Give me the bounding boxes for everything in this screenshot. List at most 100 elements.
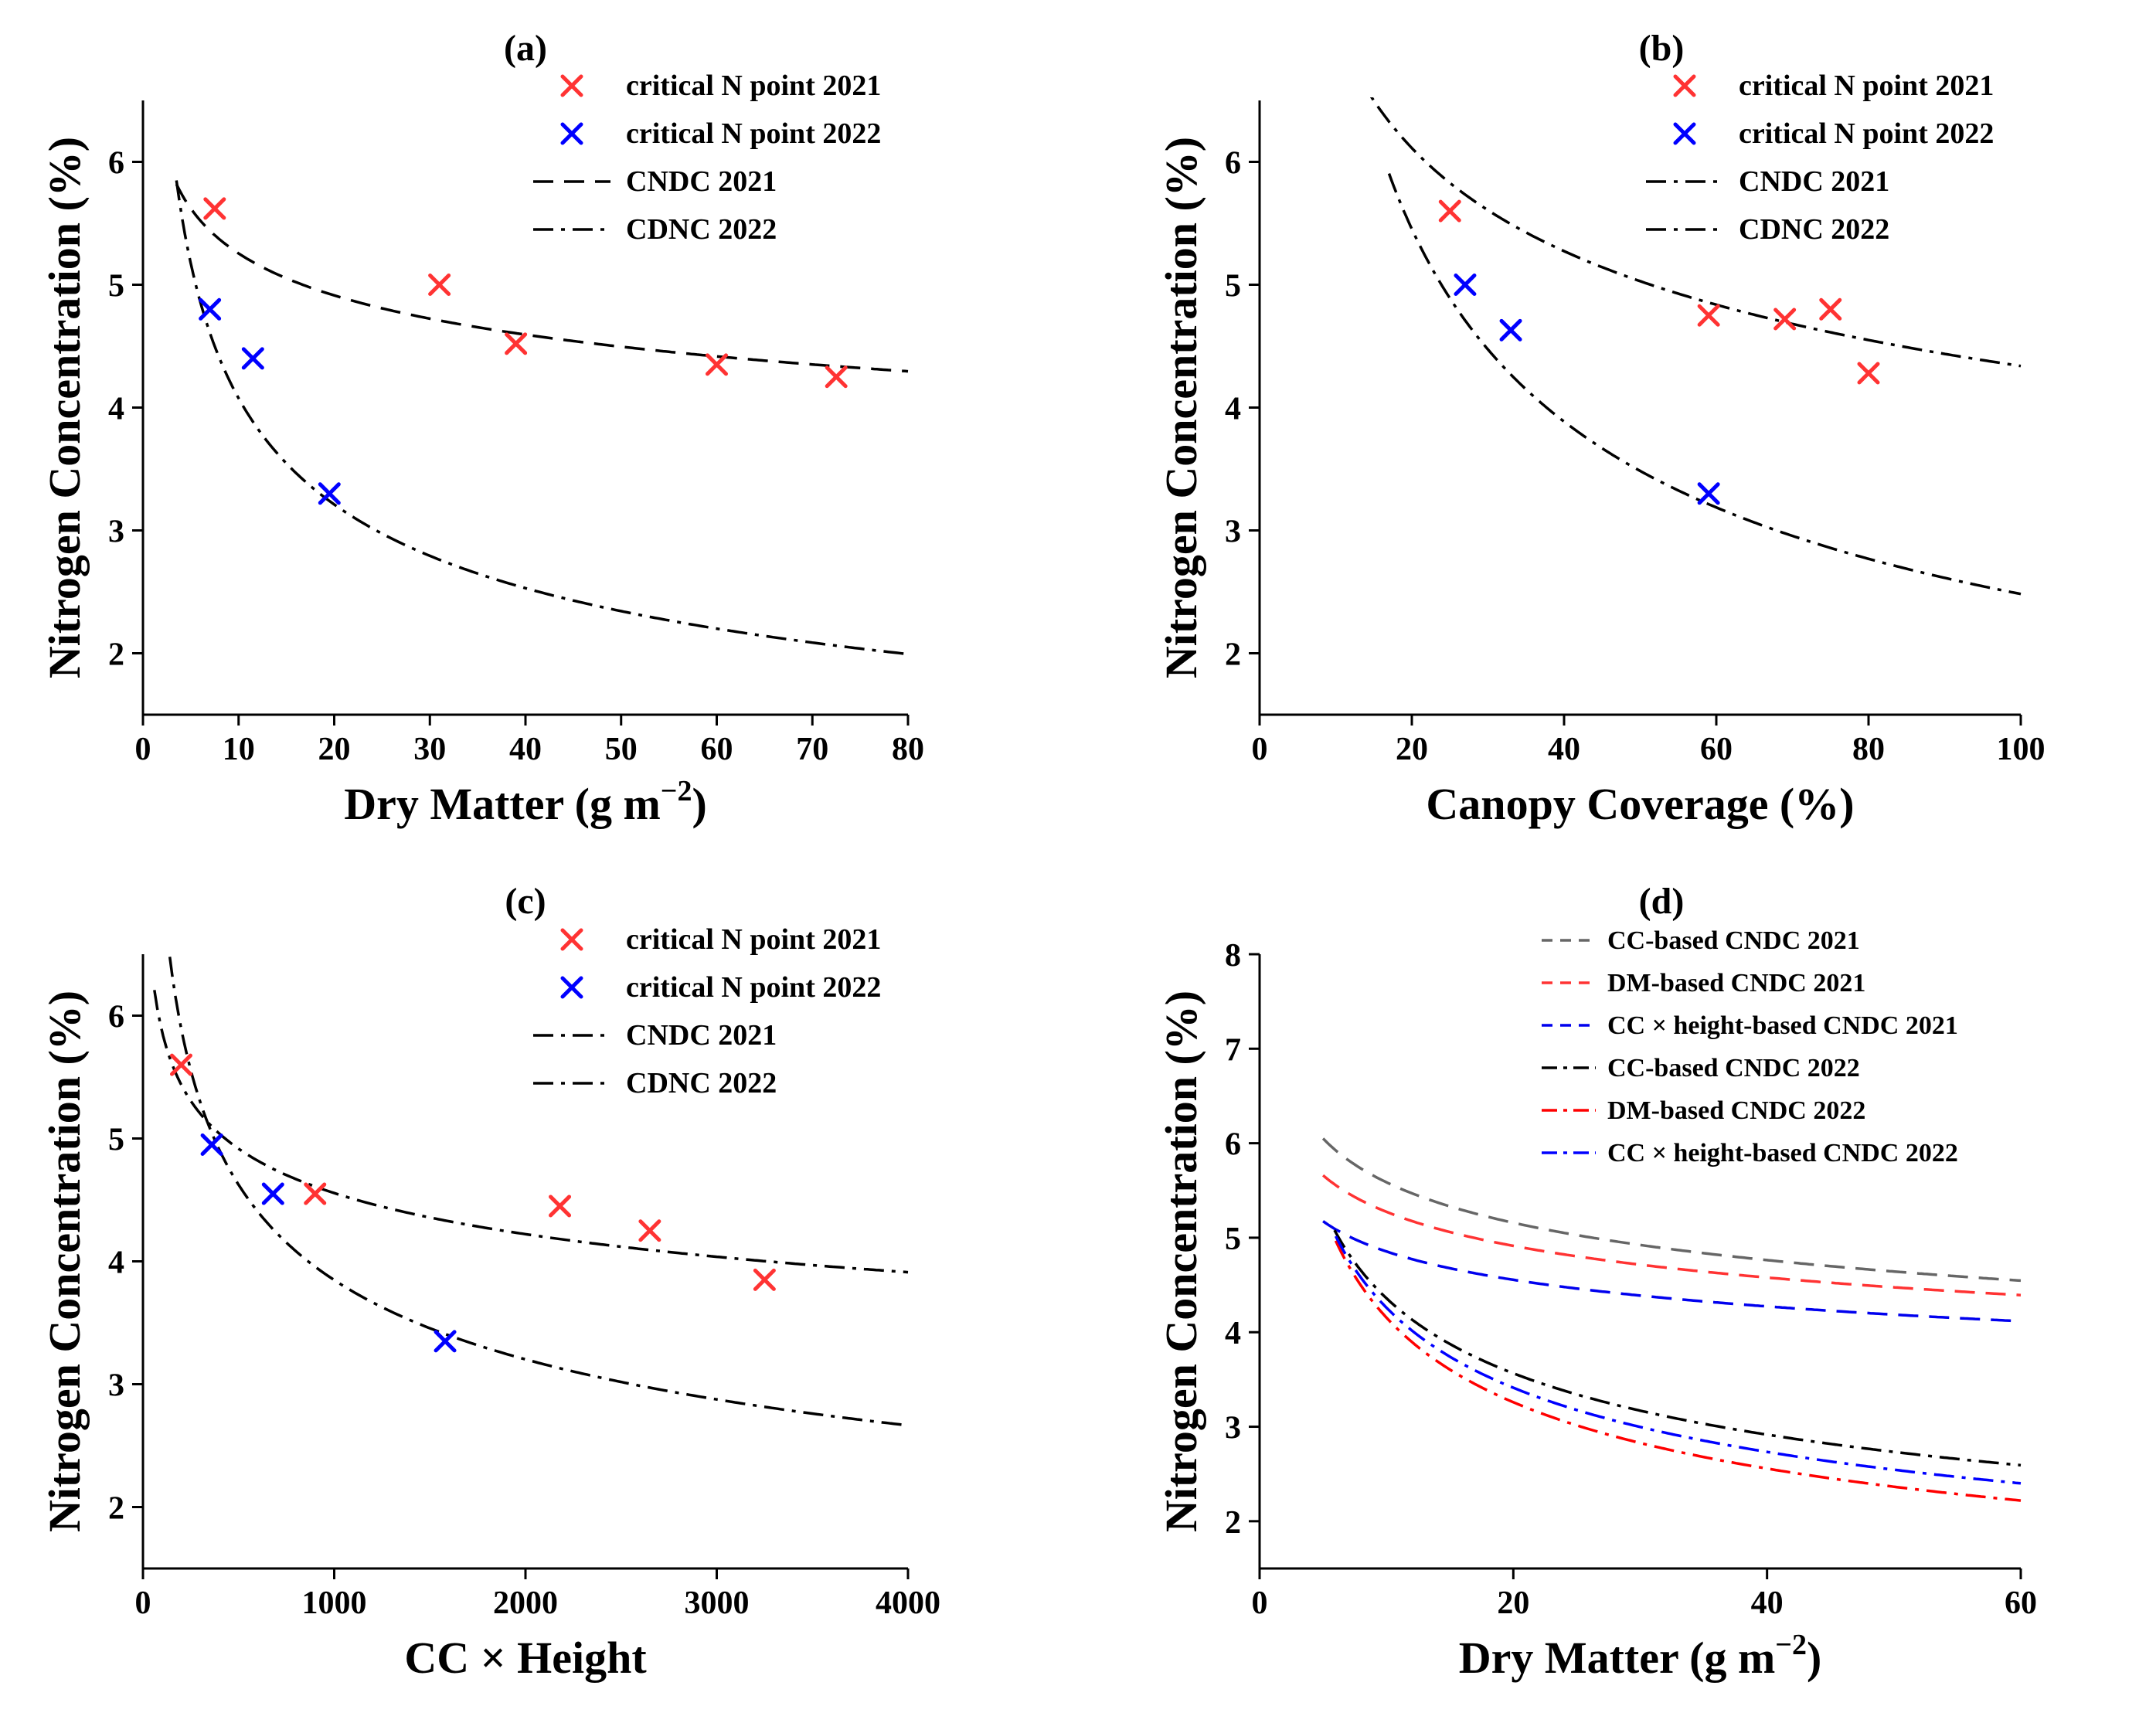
critical-n-point-2022 xyxy=(200,1133,223,1156)
x-axis-label: Dry Matter (g m−2) xyxy=(1459,1629,1822,1683)
y-tick-label: 6 xyxy=(1225,146,1241,182)
x-axis-label: Dry Matter (g m−2) xyxy=(344,775,707,829)
cndc-2021-curve xyxy=(175,183,909,373)
y-tick-label: 2 xyxy=(1225,637,1241,673)
y-axis-label: Nitrogen Concentration (%) xyxy=(1156,137,1206,678)
x-tick-label: 4000 xyxy=(876,1585,940,1621)
y-axis-label: Nitrogen Concentration (%) xyxy=(39,137,90,678)
y-tick-label: 4 xyxy=(108,1246,124,1281)
legend-marker xyxy=(560,122,583,145)
y-tick-label: 4 xyxy=(1225,392,1241,427)
plot-area xyxy=(175,180,909,656)
x-tick-label: 60 xyxy=(1700,732,1733,767)
critical-n-point-2022 xyxy=(1697,482,1720,505)
x-tick-label: 3000 xyxy=(685,1585,750,1621)
panel-c: (c) 0 1000 2000 3000 4000 2 3 4 5 6 Nitrogen Concen… xyxy=(39,881,940,1683)
critical-n-point-2022 xyxy=(199,297,222,321)
legend: critical N point 2021 critical N point 20… xyxy=(1646,70,1994,246)
critical-n-point-2021 xyxy=(825,365,848,389)
y-tick-label: 3 xyxy=(108,515,124,550)
y-tick-label: 5 xyxy=(1225,1222,1241,1257)
x-tick-label: 40 xyxy=(509,732,542,767)
x-tick-label: 70 xyxy=(796,732,828,767)
panel-title: (d) xyxy=(1639,881,1685,922)
legend-label: critical N point 2022 xyxy=(626,971,881,1004)
plot-area xyxy=(1321,1137,2022,1502)
x-tick-label: 20 xyxy=(318,732,351,767)
legend-marker xyxy=(1673,122,1696,145)
series-line xyxy=(1333,1229,2022,1467)
cndc-2021-curve xyxy=(1369,97,2022,368)
panel-title: (b) xyxy=(1639,28,1685,69)
cndc-2021-curve xyxy=(153,990,909,1274)
legend-label: CNDC 2021 xyxy=(626,1019,777,1052)
critical-n-point-2022 xyxy=(1499,318,1522,342)
x-tick-label: 100 xyxy=(1997,732,2045,767)
legend-label: CDNC 2022 xyxy=(626,213,777,246)
x-tick-label: 0 xyxy=(135,1585,151,1621)
x-tick-label: 10 xyxy=(223,732,255,767)
x-tick-label: 0 xyxy=(1252,1585,1268,1621)
legend-marker xyxy=(560,976,583,999)
legend: critical N point 2021 critical N point 20… xyxy=(533,70,881,246)
x-tick-label: 1000 xyxy=(302,1585,367,1621)
legend-label: CNDC 2021 xyxy=(626,165,777,198)
x-axis-label-main: CC × Height xyxy=(404,1633,647,1683)
legend-label: critical N point 2021 xyxy=(626,923,881,956)
x-axis-label: Canopy Coverage (%) xyxy=(1426,779,1854,829)
x-tick-label: 40 xyxy=(1548,732,1580,767)
critical-n-point-2021 xyxy=(706,353,728,376)
legend: critical N point 2021 critical N point 20… xyxy=(533,923,881,1099)
legend-label: CC-based CNDC 2021 xyxy=(1607,926,1860,955)
legend: CC-based CNDC 2021 DM-based CNDC 2021 CC ×… xyxy=(1542,926,1958,1167)
panel-title: (a) xyxy=(504,28,547,69)
critical-n-point-2022 xyxy=(261,1182,284,1205)
cdnc-2022-curve xyxy=(168,957,909,1427)
legend-label: CC-based CNDC 2022 xyxy=(1607,1054,1860,1082)
x-tick-label: 0 xyxy=(1252,732,1268,767)
legend-label: critical N point 2021 xyxy=(626,70,881,102)
x-tick-label: 80 xyxy=(892,732,924,767)
y-tick-label: 5 xyxy=(108,269,124,304)
legend-label: CC × height-based CNDC 2022 xyxy=(1607,1139,1958,1167)
series-line xyxy=(1321,1174,2022,1296)
legend-label: CDNC 2022 xyxy=(1739,213,1889,246)
critical-n-point-2022 xyxy=(1454,274,1477,296)
critical-n-point-2021 xyxy=(1819,297,1842,321)
critical-n-point-2021 xyxy=(304,1182,327,1205)
critical-n-point-2021 xyxy=(549,1195,572,1218)
x-axis-label-exponent: −2 xyxy=(1775,1629,1807,1661)
panel-a: (a) 0 10 20 30 40 50 60 70 80 2 3 4 5 6 Nitrogen Concen… xyxy=(39,28,924,829)
panel-title: (c) xyxy=(505,881,546,922)
legend-label: critical N point 2022 xyxy=(1739,117,1994,150)
plot-area xyxy=(153,957,909,1427)
x-tick-label: 30 xyxy=(413,732,446,767)
critical-n-point-2021 xyxy=(1697,304,1720,327)
x-axis-label: CC × Height xyxy=(404,1633,647,1683)
x-tick-label: 2000 xyxy=(493,1585,558,1621)
critical-n-point-2021 xyxy=(1857,362,1880,385)
y-tick-label: 4 xyxy=(108,392,124,427)
panel-b: (b) 0 20 40 60 80 100 2 3 4 5 6 Nitrogen Concentrati… xyxy=(1156,28,2045,829)
critical-n-point-2021 xyxy=(753,1268,776,1291)
y-tick-label: 6 xyxy=(108,1000,124,1035)
x-axis-label-main: Canopy Coverage (%) xyxy=(1426,779,1854,829)
y-tick-label: 3 xyxy=(1225,1411,1241,1446)
legend-label: DM-based CNDC 2022 xyxy=(1607,1096,1865,1125)
legend-marker xyxy=(1673,74,1696,97)
x-axis-label-end: ) xyxy=(1807,1633,1821,1683)
critical-n-point-2022 xyxy=(434,1330,457,1353)
x-tick-label: 60 xyxy=(2005,1585,2037,1621)
legend-label: CC × height-based CNDC 2021 xyxy=(1607,1011,1958,1040)
y-tick-label: 2 xyxy=(108,637,124,673)
x-tick-label: 20 xyxy=(1396,732,1428,767)
x-axis-label-main: Dry Matter (g m xyxy=(1459,1633,1776,1683)
y-tick-label: 8 xyxy=(1225,938,1241,974)
y-tick-label: 6 xyxy=(108,146,124,182)
critical-n-point-2022 xyxy=(241,347,264,370)
cdnc-2022-curve xyxy=(1387,173,2022,596)
critical-n-point-2021 xyxy=(1438,199,1461,223)
x-tick-label: 20 xyxy=(1497,1585,1529,1621)
legend-label: CDNC 2022 xyxy=(626,1067,777,1099)
